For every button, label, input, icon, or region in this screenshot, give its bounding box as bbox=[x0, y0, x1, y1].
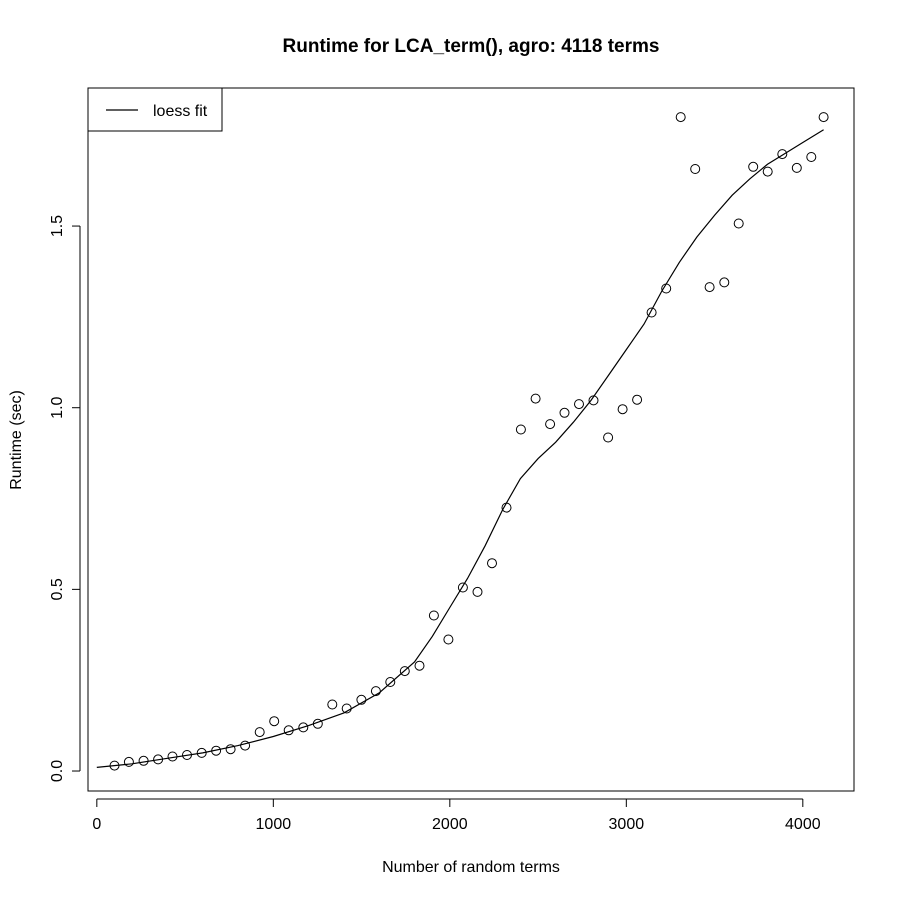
legend-box bbox=[87, 87, 223, 132]
data-point bbox=[806, 152, 817, 162]
data-point bbox=[574, 399, 584, 410]
data-point bbox=[515, 424, 526, 435]
data-point bbox=[196, 747, 207, 758]
data-point bbox=[501, 502, 512, 513]
data-point bbox=[428, 610, 439, 621]
y-axis: 0.0 0.5 1.0 1.5 bbox=[49, 215, 81, 782]
data-point bbox=[283, 725, 294, 736]
data-point bbox=[530, 393, 541, 404]
data-point bbox=[356, 694, 367, 705]
data-point bbox=[327, 699, 338, 710]
data-points-layer bbox=[109, 112, 829, 771]
x-axis-label: Number of random terms bbox=[382, 859, 560, 876]
data-point bbox=[791, 162, 802, 173]
data-point bbox=[443, 634, 454, 645]
data-point bbox=[399, 666, 410, 677]
data-point bbox=[704, 282, 715, 293]
data-point bbox=[182, 750, 192, 760]
x-axis: 0 1000 2000 3000 4000 bbox=[92, 798, 821, 833]
data-point bbox=[545, 419, 556, 430]
data-point bbox=[675, 112, 686, 123]
legend: loess fit bbox=[87, 87, 223, 132]
data-point bbox=[818, 112, 829, 123]
data-point bbox=[211, 745, 222, 756]
data-point bbox=[646, 307, 657, 318]
data-point bbox=[588, 395, 599, 406]
data-point bbox=[153, 754, 164, 765]
data-point bbox=[690, 164, 701, 174]
data-point bbox=[733, 218, 744, 229]
data-point bbox=[240, 740, 251, 751]
data-point bbox=[109, 760, 120, 771]
y-tick-label: 0.0 bbox=[49, 760, 66, 782]
data-point bbox=[617, 404, 628, 415]
y-axis-label: Runtime (sec) bbox=[8, 390, 25, 490]
data-point bbox=[312, 718, 323, 729]
data-point bbox=[661, 283, 672, 294]
x-tick-label: 1000 bbox=[256, 816, 292, 833]
data-point bbox=[370, 686, 381, 697]
data-point bbox=[487, 558, 497, 569]
data-point bbox=[632, 394, 643, 405]
data-point bbox=[138, 755, 149, 766]
data-point bbox=[123, 756, 134, 767]
plot-frame bbox=[87, 87, 855, 792]
data-point bbox=[269, 716, 280, 727]
data-point bbox=[762, 166, 773, 177]
x-tick-label: 4000 bbox=[785, 816, 821, 833]
data-point bbox=[167, 751, 178, 762]
data-point bbox=[777, 149, 788, 160]
y-tick-label: 1.5 bbox=[49, 215, 66, 237]
data-point bbox=[472, 586, 483, 597]
data-point bbox=[748, 161, 759, 172]
loess-fit-line bbox=[96, 129, 824, 768]
data-point bbox=[719, 277, 730, 288]
data-point bbox=[559, 407, 570, 418]
x-tick-label: 3000 bbox=[609, 816, 645, 833]
loess-fit-layer bbox=[96, 129, 824, 768]
data-point bbox=[225, 744, 236, 755]
y-tick-label: 1.0 bbox=[49, 396, 66, 418]
data-point bbox=[298, 722, 309, 733]
data-point bbox=[254, 727, 265, 738]
data-point bbox=[603, 432, 614, 443]
y-tick-label: 0.5 bbox=[49, 578, 66, 600]
x-tick-label: 0 bbox=[92, 816, 101, 833]
chart-title: Runtime for LCA_term(), agro: 4118 terms bbox=[283, 36, 660, 57]
legend-entry-loess-fit: loess fit bbox=[153, 103, 208, 120]
x-tick-label: 2000 bbox=[432, 816, 468, 833]
data-point bbox=[457, 582, 468, 593]
data-point bbox=[341, 703, 352, 714]
data-point bbox=[385, 677, 396, 687]
data-point bbox=[414, 660, 425, 671]
